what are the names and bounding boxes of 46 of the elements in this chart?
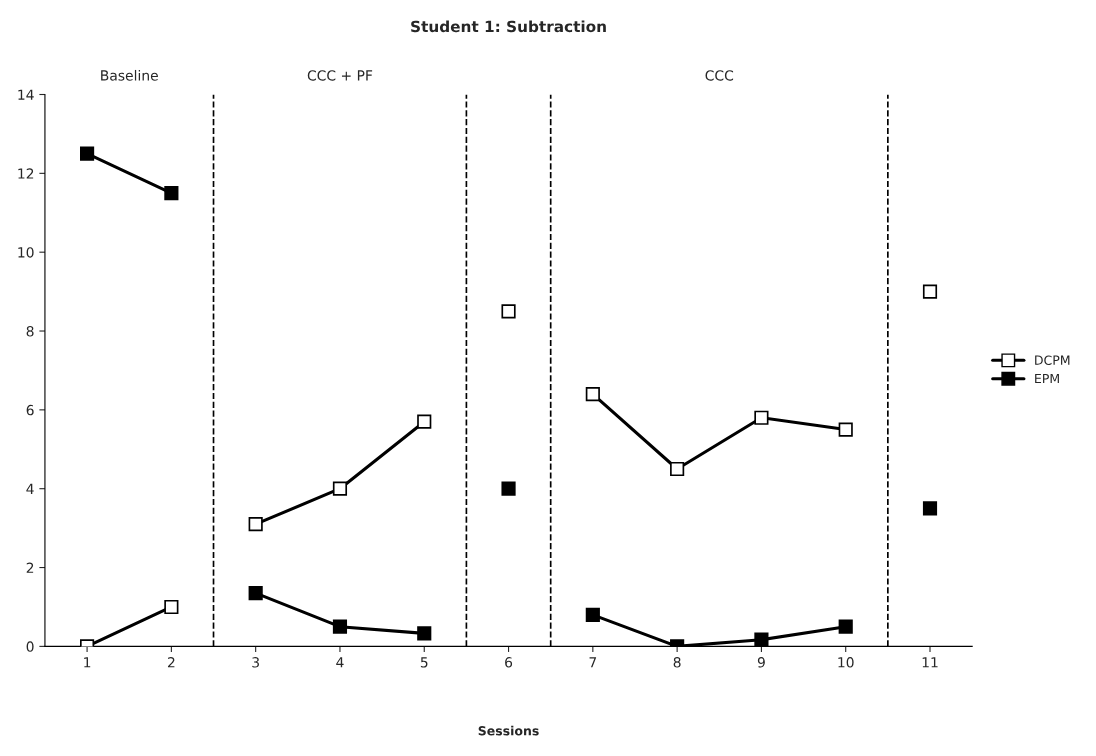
point bbox=[585, 387, 600, 402]
x-tick-label: 3 bbox=[252, 657, 259, 668]
legend-label: EPM bbox=[1035, 373, 1059, 384]
x-tick-label: 6 bbox=[505, 657, 513, 668]
x-axis-title: Sessions bbox=[478, 725, 539, 736]
point bbox=[922, 284, 938, 299]
point bbox=[838, 619, 853, 634]
point bbox=[417, 626, 432, 641]
point bbox=[79, 146, 95, 161]
text: CCC + PF bbox=[307, 70, 373, 81]
y-tick-label: 2 bbox=[26, 562, 34, 573]
y-tick-label: 10 bbox=[18, 247, 34, 258]
y-tick-label: 4 bbox=[26, 483, 34, 494]
x-tick-label: 8 bbox=[673, 657, 681, 668]
point bbox=[332, 481, 348, 496]
point bbox=[501, 304, 516, 319]
text: Baseline bbox=[101, 69, 158, 81]
legend-label: DCPM bbox=[1035, 355, 1070, 365]
x-tick-label: 11 bbox=[922, 657, 938, 668]
y-tick-label: 0 bbox=[26, 641, 34, 652]
y-tick-label: 8 bbox=[26, 325, 34, 337]
point bbox=[922, 501, 938, 516]
x-tick-label: 1 bbox=[84, 657, 91, 668]
point bbox=[332, 619, 348, 634]
point bbox=[417, 414, 432, 429]
y-tick-label: 14 bbox=[18, 89, 34, 100]
y-tick-label: 6 bbox=[26, 404, 34, 416]
point bbox=[585, 607, 600, 622]
point bbox=[248, 517, 263, 532]
x-tick-label: 5 bbox=[420, 657, 428, 668]
x-tick-label: 7 bbox=[589, 657, 597, 668]
x-tick-label: 10 bbox=[838, 657, 854, 668]
y-tick-label: 12 bbox=[18, 168, 34, 179]
chart-title: Student 1: Subtraction bbox=[411, 20, 606, 33]
point bbox=[164, 185, 179, 201]
x-tick-label: 2 bbox=[167, 657, 175, 668]
x-tick-label: 9 bbox=[757, 657, 765, 668]
text: CCC bbox=[705, 70, 734, 81]
point bbox=[248, 586, 263, 601]
x-tick-label: 4 bbox=[336, 657, 344, 668]
point bbox=[838, 422, 853, 437]
point bbox=[754, 410, 769, 425]
point bbox=[164, 599, 179, 615]
point bbox=[670, 461, 685, 477]
point bbox=[754, 632, 769, 647]
point bbox=[501, 481, 516, 496]
